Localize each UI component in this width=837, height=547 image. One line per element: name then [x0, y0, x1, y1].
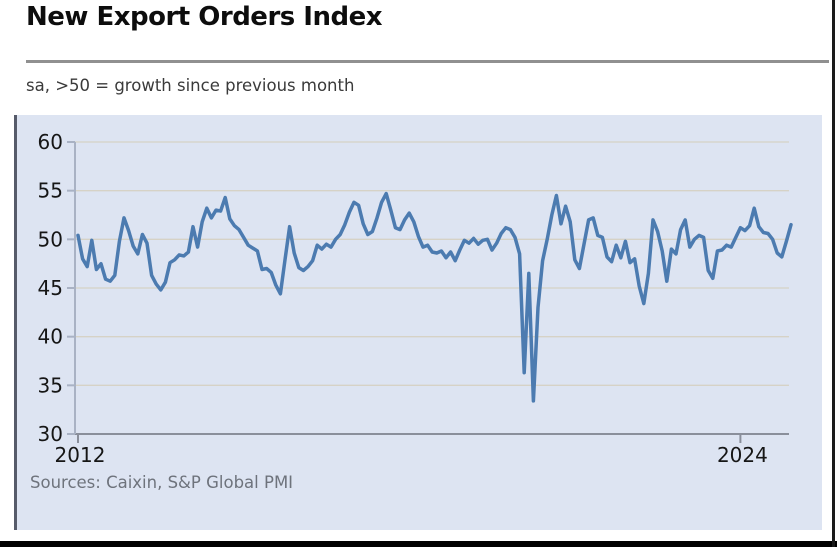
y-axis-tick-label: 35	[38, 373, 63, 397]
chart-title: New Export Orders Index	[26, 2, 383, 32]
window-right-border	[832, 0, 835, 547]
y-axis-tick-label: 30	[38, 422, 63, 446]
series-line	[76, 191, 793, 403]
y-axis-tick-label: 40	[38, 325, 63, 349]
x-axis-tick-label: 2024	[717, 443, 768, 467]
x-axis-tick-label: 2012	[55, 443, 106, 467]
y-axis-tick-label: 50	[38, 227, 63, 251]
title-divider	[26, 60, 829, 63]
y-axis-tick-label: 55	[38, 179, 63, 203]
window-bottom-border	[0, 541, 837, 547]
chart-panel: 30 35 40 45 50 55 60 2012 2024 Sources: Caixin, …	[14, 115, 822, 530]
y-axis-tick-label: 60	[38, 130, 63, 154]
y-axis-tick-label: 45	[38, 276, 63, 300]
chart-subtitle: sa, >50 = growth since previous month	[26, 76, 355, 95]
chart-canvas: 30 35 40 45 50 55 60 2012 2024	[38, 130, 793, 467]
source-note: Sources: Caixin, S&P Global PMI	[30, 473, 294, 492]
